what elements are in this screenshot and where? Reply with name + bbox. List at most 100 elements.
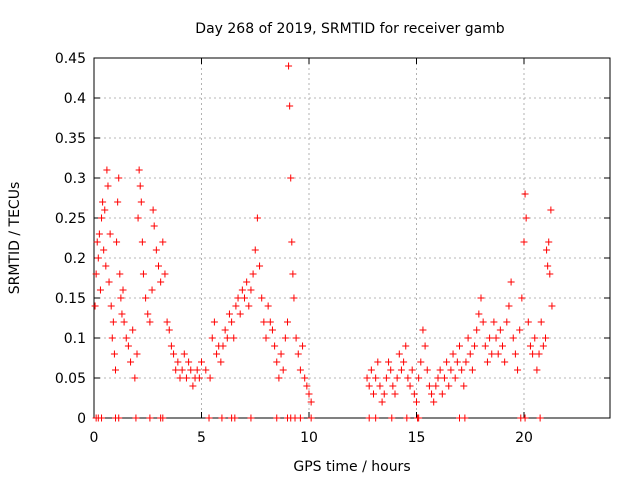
data-point (516, 326, 524, 334)
data-point (397, 366, 405, 374)
data-point (136, 182, 144, 190)
data-point (421, 342, 429, 350)
data-point (119, 286, 127, 294)
data-point (101, 206, 109, 214)
data-point (247, 414, 255, 422)
data-point (206, 374, 214, 382)
data-point (91, 302, 99, 310)
data-point (124, 342, 132, 350)
data-point (117, 294, 125, 302)
data-point (367, 366, 375, 374)
data-point (289, 270, 297, 278)
data-point (148, 286, 156, 294)
data-point (219, 342, 227, 350)
data-point (134, 214, 142, 222)
data-point (275, 374, 283, 382)
data-point (453, 358, 461, 366)
data-point (107, 302, 115, 310)
data-point (518, 294, 526, 302)
data-point (114, 198, 122, 206)
data-point (106, 230, 114, 238)
data-point (271, 342, 279, 350)
data-point (116, 270, 124, 278)
data-point (208, 334, 216, 342)
data-point (438, 390, 446, 398)
data-point (94, 254, 102, 262)
x-axis: 0 5 10 15 20 (90, 58, 533, 446)
data-point (253, 214, 261, 222)
y-tick-label: 0.2 (64, 251, 86, 267)
data-point (133, 350, 141, 358)
y-tick-label: 0.3 (64, 171, 86, 187)
data-point (499, 342, 506, 350)
data-point (428, 390, 436, 398)
data-point (266, 318, 274, 326)
data-point (249, 270, 257, 278)
data-point (419, 326, 427, 334)
data-point (113, 238, 121, 246)
data-point (492, 334, 500, 342)
data-point (389, 382, 397, 390)
data-point (531, 334, 539, 342)
y-tick-label: 0.1 (64, 331, 86, 347)
data-point (189, 382, 197, 390)
data-point (262, 334, 270, 342)
data-point (98, 214, 106, 222)
data-point (402, 342, 410, 350)
data-point (268, 326, 276, 334)
chart-title: Day 268 of 2019, SRMTID for receiver gam… (195, 21, 505, 37)
data-point (256, 262, 264, 270)
data-point (490, 318, 498, 326)
data-point (529, 350, 537, 358)
data-point (258, 294, 266, 302)
data-point (548, 302, 556, 310)
y-tick-label: 0.05 (55, 371, 86, 387)
data-point (290, 294, 298, 302)
data-point (443, 358, 451, 366)
data-point (533, 366, 541, 374)
data-point (477, 294, 485, 302)
data-point (231, 414, 239, 422)
data-point (406, 382, 414, 390)
data-point (376, 382, 384, 390)
y-tick-label: 0.4 (64, 91, 86, 107)
data-point (292, 334, 300, 342)
x-tick-label: 15 (408, 430, 426, 446)
x-tick-label: 5 (197, 430, 206, 446)
data-point (307, 398, 315, 406)
y-tick-label: 0.35 (55, 131, 86, 147)
data-point (514, 366, 522, 374)
data-point (449, 350, 457, 358)
data-points (91, 62, 556, 422)
data-point (378, 398, 386, 406)
data-point (365, 414, 373, 422)
data-point (92, 270, 100, 278)
data-point (210, 318, 218, 326)
data-point (112, 366, 119, 374)
data-point (232, 302, 240, 310)
data-point (294, 350, 302, 358)
data-point (287, 174, 295, 182)
data-point (408, 366, 416, 374)
data-point (281, 334, 289, 342)
data-point (387, 366, 395, 374)
data-point (301, 374, 309, 382)
data-point (430, 398, 438, 406)
data-point (462, 358, 470, 366)
data-point (303, 382, 311, 390)
data-point (159, 414, 167, 422)
data-point (286, 102, 294, 110)
data-point (285, 62, 293, 70)
data-point (307, 414, 315, 422)
data-point (284, 318, 291, 326)
data-point (202, 366, 210, 374)
y-tick-label: 0.45 (55, 51, 86, 67)
data-point (521, 414, 529, 422)
data-point (152, 246, 160, 254)
data-point (146, 318, 154, 326)
data-point (247, 286, 255, 294)
data-point (137, 198, 145, 206)
data-point (172, 366, 180, 374)
data-point (127, 358, 135, 366)
data-point (451, 374, 459, 382)
